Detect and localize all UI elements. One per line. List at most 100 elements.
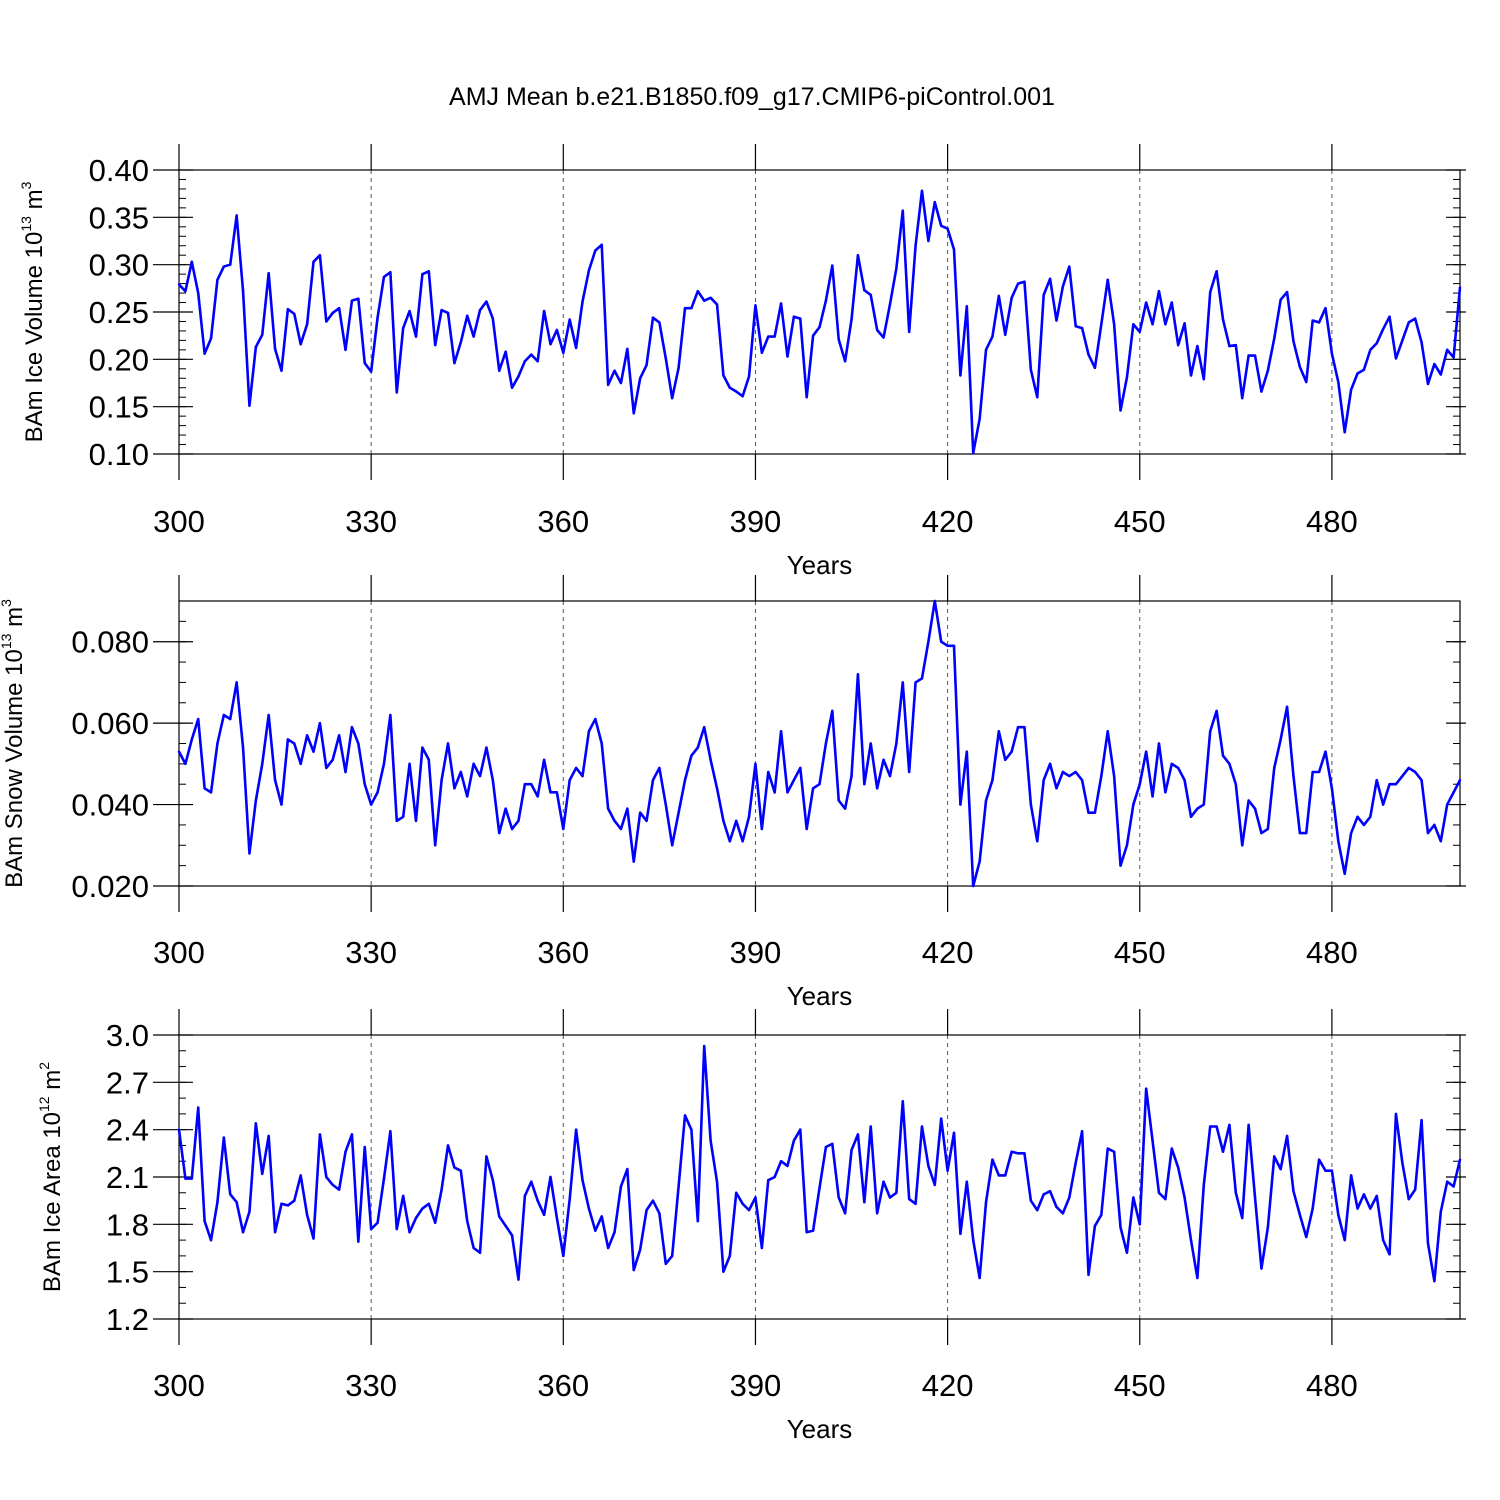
data-point xyxy=(1036,396,1039,399)
data-point xyxy=(959,374,962,377)
data-point xyxy=(363,1145,366,1149)
data-point xyxy=(722,374,725,377)
y-axis-label: BAm Ice Volume 1013 m3 xyxy=(18,181,48,442)
data-point xyxy=(1298,831,1302,835)
data-point xyxy=(920,1125,924,1128)
data-point xyxy=(869,293,872,297)
data-point xyxy=(863,289,866,292)
data-point xyxy=(696,1219,700,1223)
data-point xyxy=(177,1128,181,1131)
data-point xyxy=(504,1224,507,1228)
data-point xyxy=(1100,1213,1103,1217)
data-point xyxy=(331,1183,334,1187)
data-point xyxy=(786,791,789,794)
data-point xyxy=(850,1148,853,1152)
data-point xyxy=(767,335,770,338)
data-point xyxy=(1202,803,1206,806)
data-point xyxy=(542,309,546,313)
data-point xyxy=(440,308,443,312)
data-point xyxy=(773,791,776,794)
data-point xyxy=(1093,811,1097,814)
data-point xyxy=(261,333,264,336)
data-point xyxy=(1260,1267,1263,1270)
data-point xyxy=(1439,1210,1442,1213)
data-point xyxy=(1247,354,1250,357)
data-point xyxy=(696,289,700,293)
data-point xyxy=(286,1204,290,1207)
data-point xyxy=(1388,315,1391,318)
data-point xyxy=(767,770,770,774)
data-point xyxy=(574,1128,578,1131)
data-point xyxy=(1426,831,1430,835)
data-point xyxy=(606,807,610,810)
data-point xyxy=(1337,1213,1340,1217)
data-point xyxy=(1010,296,1013,299)
data-point xyxy=(325,1175,328,1179)
data-point xyxy=(1234,1191,1238,1194)
data-point xyxy=(1330,352,1334,355)
data-point xyxy=(209,337,213,340)
data-point xyxy=(446,1144,450,1147)
data-point xyxy=(1068,265,1071,268)
data-point xyxy=(1016,1152,1020,1155)
data-point xyxy=(882,1180,885,1183)
data-point xyxy=(1036,840,1039,843)
data-point xyxy=(209,791,213,794)
data-point xyxy=(1369,815,1372,818)
data-point xyxy=(177,283,181,286)
data-point xyxy=(587,1207,591,1210)
data-point xyxy=(562,351,565,354)
data-point xyxy=(395,391,398,394)
data-point xyxy=(946,227,949,230)
data-point xyxy=(939,1117,943,1120)
data-point xyxy=(209,1238,213,1242)
y-tick-label: 0.040 xyxy=(71,788,149,823)
y-axis-label: BAm Snow Volume 1013 m3 xyxy=(0,599,28,888)
data-point xyxy=(1119,864,1122,867)
data-point xyxy=(709,296,712,299)
data-point xyxy=(248,852,251,855)
x-axis-label: Years xyxy=(787,550,853,580)
data-point xyxy=(1381,803,1385,806)
data-point xyxy=(261,762,264,766)
data-point xyxy=(760,1246,764,1250)
data-point xyxy=(1112,774,1116,778)
data-point xyxy=(1330,1169,1334,1172)
data-point xyxy=(658,321,661,324)
data-point xyxy=(632,412,635,415)
data-point xyxy=(1401,774,1404,778)
data-point xyxy=(1241,1216,1244,1220)
data-point xyxy=(325,320,328,323)
data-point xyxy=(658,1212,661,1215)
data-point xyxy=(350,299,354,302)
x-tick-label: 360 xyxy=(537,935,589,970)
data-point xyxy=(510,1234,514,1237)
y-tick-label: 2.7 xyxy=(106,1065,149,1100)
data-point xyxy=(901,1100,904,1103)
data-point xyxy=(337,307,341,310)
data-point xyxy=(1356,372,1359,375)
data-point xyxy=(594,249,597,252)
data-point xyxy=(459,770,463,774)
data-point xyxy=(1458,1158,1462,1161)
data-point xyxy=(325,766,328,770)
data-point xyxy=(1394,1112,1398,1116)
data-point xyxy=(1305,1235,1308,1239)
panel-ice-area: 1.2 1.5 1.8 2.1 2.4 2.7 3.0 300 330 360 390 420 450 4… xyxy=(36,1009,1466,1444)
data-point xyxy=(754,762,757,766)
data-point xyxy=(856,254,860,257)
data-point xyxy=(184,762,187,766)
data-point xyxy=(658,766,661,770)
data-point xyxy=(1324,307,1327,310)
data-point xyxy=(1004,333,1007,336)
data-point xyxy=(357,1240,360,1243)
data-point xyxy=(376,791,379,794)
data-point xyxy=(888,1196,892,1199)
data-point xyxy=(318,1133,322,1136)
data-point xyxy=(1266,369,1270,372)
x-tick-label: 300 xyxy=(153,504,205,539)
data-point xyxy=(760,351,764,354)
data-point xyxy=(843,360,847,363)
data-point xyxy=(1144,750,1148,753)
data-point xyxy=(1273,1155,1276,1158)
